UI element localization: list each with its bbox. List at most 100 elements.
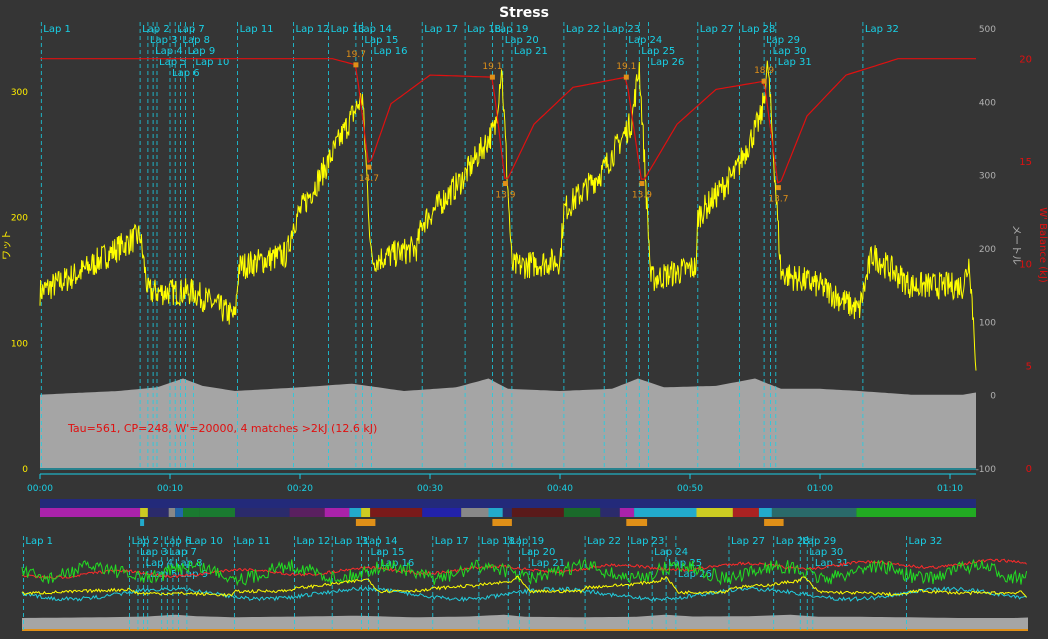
wbal-point-label: 14.7 xyxy=(359,174,379,184)
lap-label: Lap 16 xyxy=(374,46,408,57)
overview-lap-label: Lap 28 xyxy=(776,536,810,547)
zone-segment xyxy=(147,508,169,517)
zone-segment xyxy=(619,508,635,517)
wbal-series-group: 19.7 14.7 19.1 13.9 19.1 13.9 18.9 13.7 xyxy=(40,50,976,205)
wbal-point-label: 19.7 xyxy=(346,50,366,60)
power-tick-label: 0 xyxy=(22,465,28,475)
zone-segment xyxy=(634,508,697,517)
zone-segment xyxy=(235,508,290,517)
overview-lap-label: Lap 26 xyxy=(678,569,712,580)
zone-segment xyxy=(758,508,772,517)
overview-speed-line xyxy=(21,585,1027,603)
zone-segment xyxy=(175,508,183,517)
overview-heartrate-line xyxy=(21,558,1027,580)
zone-segment xyxy=(199,508,235,517)
power-tick-label: 100 xyxy=(11,339,28,349)
wbal-tick-label: 10 xyxy=(1019,259,1032,270)
wbal-point-label: 19.1 xyxy=(616,62,636,72)
lap-label: Lap 28 xyxy=(741,24,775,35)
power-tick-label: 200 xyxy=(11,214,28,224)
lap-label: Lap 32 xyxy=(865,24,899,35)
altitude-tick-label: 0 xyxy=(990,392,996,402)
time-tick-label: 00:00 xyxy=(27,484,53,494)
wbal-point-label: 13.9 xyxy=(632,191,652,201)
wbal-point xyxy=(366,164,372,170)
zone-segment xyxy=(289,508,325,517)
overview-lap-label: Lap 2 xyxy=(132,536,160,547)
altitude-tick-label: 200 xyxy=(979,245,996,255)
zone-segment xyxy=(370,508,423,517)
lap-label: Lap 14 xyxy=(358,24,392,35)
overview-lap-label: Lap 16 xyxy=(380,558,414,569)
zone-segment xyxy=(140,508,148,517)
lap-label: Lap 17 xyxy=(424,24,458,35)
overview-lap-label: Lap 4 xyxy=(146,558,174,569)
lap-label: Lap 4 xyxy=(155,46,183,57)
wbal-point xyxy=(623,74,629,80)
overview-lap-label: Lap 17 xyxy=(435,536,469,547)
stress-annotation: Tau=561, CP=248, W'=20000, 4 matches >2k… xyxy=(67,422,377,435)
wbal-point xyxy=(639,181,645,187)
zone-segment xyxy=(511,508,564,517)
altitude-tick-label: 300 xyxy=(979,172,996,182)
time-tick-label: 00:20 xyxy=(287,484,313,494)
lap-label: Lap 11 xyxy=(240,24,274,35)
wbal-line xyxy=(40,58,976,184)
overview-lap-label: Lap 29 xyxy=(802,536,836,547)
zone-segment xyxy=(349,508,362,517)
zone-segment xyxy=(168,508,176,517)
lap-label: Lap 25 xyxy=(641,46,675,57)
wbal-point-label: 13.7 xyxy=(768,195,788,205)
overview-lap-label: Lap 12 xyxy=(296,536,330,547)
match-segment xyxy=(626,519,648,526)
wbal-axis-label: W' Balance (kJ) xyxy=(1037,207,1048,283)
lap-label: Lap 24 xyxy=(628,35,662,46)
wbal-tick-label: 20 xyxy=(1019,55,1032,66)
wbal-point xyxy=(502,181,508,187)
lap-label: Lap 19 xyxy=(494,24,528,35)
time-tick-label: 00:30 xyxy=(417,484,443,494)
wbal-point xyxy=(489,74,495,80)
overview-lap-label: Lap 30 xyxy=(809,547,843,558)
lap-label: Lap 31 xyxy=(778,57,812,68)
lap-label: Lap 26 xyxy=(650,57,684,68)
overview-lap-label: Lap 24 xyxy=(654,547,688,558)
lap-label: Lap 2 xyxy=(142,24,170,35)
overview-lap-label: Lap 15 xyxy=(371,547,405,558)
overview-lap-label: Lap 14 xyxy=(364,536,398,547)
overview-lap-label: Lap 7 xyxy=(169,547,197,558)
zone-segment xyxy=(732,508,759,517)
lap-label: Lap 27 xyxy=(700,24,734,35)
altitude-axis-label: メートル xyxy=(1010,225,1021,265)
overview-lap-label: Lap 19 xyxy=(510,536,544,547)
overview-lap-label: Lap 8 xyxy=(175,558,203,569)
overview-lap-label: Lap 32 xyxy=(908,536,942,547)
zone-track xyxy=(40,499,976,508)
time-tick-label: 01:10 xyxy=(937,484,963,494)
chart-title: Stress xyxy=(499,5,549,21)
overview-lap-label: Lap 21 xyxy=(531,558,565,569)
time-tick-label: 01:00 xyxy=(807,484,833,494)
power-tick-label: 300 xyxy=(11,88,28,98)
lap-label: Lap 5 xyxy=(159,57,187,68)
lap-label: Lap 29 xyxy=(766,35,800,46)
zone-segment xyxy=(324,508,350,517)
overview-lap-label: Lap 23 xyxy=(630,536,664,547)
zone-segment xyxy=(422,508,462,517)
lap-label: Lap 12 xyxy=(296,24,330,35)
wbal-point xyxy=(775,185,781,191)
overview-lap-label: Lap 1 xyxy=(25,536,53,547)
zone-marker xyxy=(140,519,145,526)
overview-lap-label: Lap 18 xyxy=(481,536,515,547)
overview-lap-label: Lap 25 xyxy=(668,558,702,569)
overview-lap-label: Lap 27 xyxy=(731,536,765,547)
zone-segment xyxy=(696,508,733,517)
time-tick-label: 00:40 xyxy=(547,484,573,494)
overview-lap-label: Lap 6 xyxy=(164,536,192,547)
wbal-point xyxy=(353,62,359,68)
wbal-point xyxy=(761,78,767,84)
wbal-tick-label: 5 xyxy=(1026,362,1032,373)
